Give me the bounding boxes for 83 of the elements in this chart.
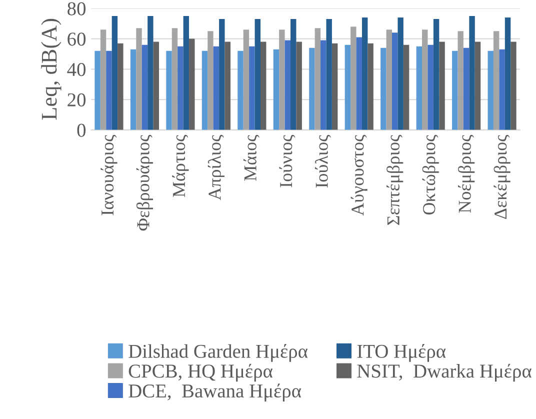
bar (189, 38, 195, 130)
bar (213, 46, 220, 130)
x-tick-label: Φεβρουάριος (136, 134, 154, 231)
y-tick-label: 20 (68, 93, 86, 106)
bar (178, 46, 184, 130)
y-tick-label: 80 (68, 2, 86, 16)
bar (279, 30, 285, 130)
bar (320, 40, 326, 130)
bar (130, 49, 136, 130)
bar (398, 17, 404, 130)
bar (219, 19, 225, 130)
legend-label: Dilshad Garden Ημέρα (128, 344, 308, 362)
bar (504, 17, 511, 130)
x-tick-label: Ιούλιος (314, 134, 331, 188)
y-tick-label: 0 (77, 124, 86, 137)
bar (386, 30, 392, 130)
bar (416, 46, 422, 130)
bar (202, 50, 208, 130)
legend-label: CPCB, HQ Ημέρα (128, 364, 273, 382)
bar (488, 50, 494, 130)
bar (403, 44, 410, 130)
x-tick-label: Σεπτέμβριος (386, 134, 404, 226)
bar (224, 42, 230, 130)
bar (296, 42, 302, 130)
x-tick-label: Δεκέμβριος (494, 134, 510, 219)
bar (290, 19, 296, 130)
bar (362, 17, 368, 130)
y-tick-label: 60 (68, 32, 86, 46)
bar (350, 26, 356, 130)
bar (238, 50, 244, 130)
bar (452, 50, 458, 130)
bar (100, 30, 106, 130)
bar (493, 31, 500, 130)
x-tick-label: Ιούνιος (279, 134, 296, 188)
bar (428, 44, 434, 130)
bar (260, 42, 266, 130)
x-tick-label: Οκτώβριος (422, 134, 439, 215)
x-tick-label: Απρίλιος (208, 134, 224, 200)
bar (142, 44, 148, 130)
bar (254, 19, 260, 130)
x-tick-label: Νοέμβριος (458, 134, 475, 213)
bar (284, 40, 291, 130)
y-tick-label: 40 (67, 62, 86, 76)
bar (344, 44, 351, 130)
bar (326, 19, 332, 130)
bar (458, 31, 464, 130)
y-axis-title: Leq, dB(A) (41, 18, 62, 120)
bar (469, 16, 475, 130)
bar (249, 46, 255, 130)
bar (356, 37, 362, 130)
bar (380, 48, 386, 130)
bar (309, 48, 315, 130)
bar (392, 32, 398, 130)
legend-label: ITO Ημέρα (357, 344, 446, 362)
bar (106, 50, 112, 130)
bar (439, 42, 445, 130)
bar (183, 16, 190, 130)
legend-label: NSIT, Dwarka Ημέρα (357, 364, 532, 382)
bar (172, 28, 178, 130)
x-tick-label: Μάρτιος (172, 134, 189, 198)
bar (332, 43, 338, 130)
bar (510, 42, 516, 130)
bar (136, 28, 142, 130)
bar (433, 19, 440, 130)
x-tick-label: Μάιος (244, 134, 260, 181)
bar (474, 42, 481, 130)
bar (166, 50, 172, 130)
bar (243, 30, 250, 130)
bar (153, 42, 160, 130)
bar (499, 49, 505, 130)
bar (94, 50, 100, 130)
bar (148, 16, 154, 130)
bar (273, 49, 280, 130)
bar (118, 43, 124, 130)
bar (463, 48, 470, 130)
bar (314, 28, 321, 130)
bar (208, 31, 214, 130)
bar (368, 43, 374, 130)
bar (112, 16, 118, 130)
legend-label: DCE, Bawana Ημέρα (128, 384, 302, 402)
x-tick-label: Ιανουάριος (100, 134, 118, 216)
bar (422, 30, 428, 130)
x-tick-label: Αύγουστος (350, 134, 368, 216)
